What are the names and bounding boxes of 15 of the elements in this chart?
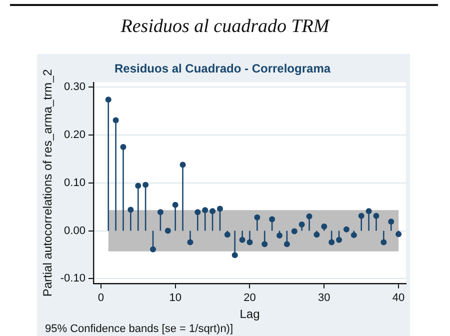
y-axis-title: Partial autocorrelations of res_arma_trm_2 bbox=[40, 68, 55, 297]
x-tick-label: 20 bbox=[244, 292, 256, 304]
y-tick-label: 0.30 bbox=[64, 81, 86, 94]
x-tick-label: 30 bbox=[318, 292, 330, 304]
y-tick-label: -0.10 bbox=[60, 272, 86, 285]
x-tick-label: 0 bbox=[98, 292, 104, 304]
x-tick-label: 10 bbox=[169, 292, 182, 304]
chart-subtitle: Residuos al Cuadrado - Correlograma bbox=[114, 62, 331, 76]
x-axis-title: Lag bbox=[240, 307, 260, 322]
x-tick-label: 40 bbox=[392, 292, 405, 304]
y-tick-label: 0.00 bbox=[64, 224, 86, 237]
y-tick-label: 0.10 bbox=[64, 176, 86, 189]
text: 95% Confidence bands [se = 1/sqrt)n)] bbox=[45, 323, 234, 335]
y-tick-label: 0.20 bbox=[64, 129, 86, 142]
chart-title: Residuos al cuadrado TRM bbox=[120, 16, 331, 38]
